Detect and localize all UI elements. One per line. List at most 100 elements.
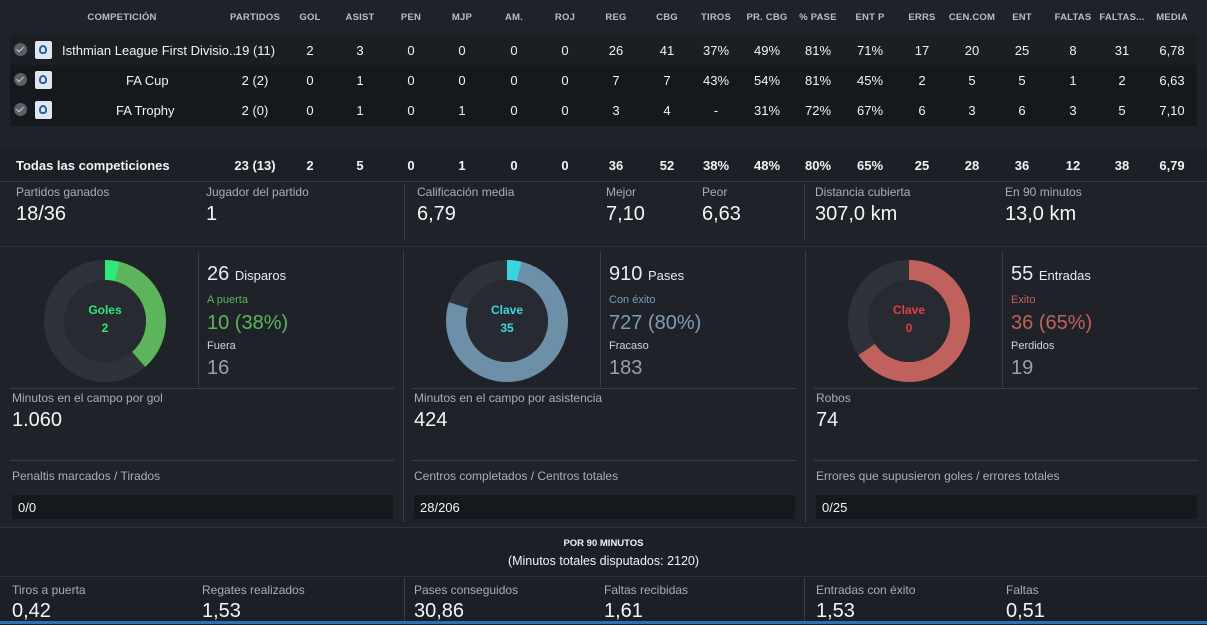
table-cell: 1 bbox=[356, 73, 364, 88]
table-row[interactable]: FA Trophy 2 (0) 0 1 0 1 0 0 3 4 - 31% 72% 67% 6 3 6 3 5 7,… bbox=[10, 95, 1197, 125]
column-header[interactable]: PARTIDOS bbox=[230, 12, 280, 23]
tackles-total-label: Entradas bbox=[1038, 268, 1091, 283]
table-cell: 0 bbox=[510, 73, 518, 88]
distance-per90-value: 13,0 km bbox=[1005, 203, 1077, 225]
table-cell: 0 bbox=[561, 43, 569, 58]
column-header[interactable]: FALTAS... bbox=[1099, 12, 1145, 23]
totals-cell: 80% bbox=[804, 158, 832, 173]
column-header[interactable]: ERRS bbox=[908, 12, 936, 23]
mins-per-assist-value: 424 bbox=[414, 409, 448, 431]
mins-per-goal-label: Minutos en el campo por gol bbox=[12, 391, 163, 405]
donut-arc bbox=[848, 260, 970, 382]
worst-value: 6,63 bbox=[702, 203, 741, 225]
totals-cell: 0 bbox=[407, 158, 415, 173]
competition-name[interactable]: FA Trophy bbox=[116, 103, 175, 118]
column-header[interactable]: MEDIA bbox=[1156, 12, 1188, 23]
donut-title: Clave bbox=[892, 303, 926, 317]
column-header[interactable]: REG bbox=[605, 12, 627, 23]
per90-stat-value: 30,86 bbox=[414, 600, 465, 622]
per90-stat-label: Pases conseguidos bbox=[414, 583, 519, 597]
matches-won-value: 18/36 bbox=[16, 203, 67, 225]
table-cell: 71% bbox=[856, 43, 884, 58]
column-header[interactable]: ENT bbox=[1012, 12, 1032, 23]
divider bbox=[1002, 252, 1003, 387]
totals-cell: 25 bbox=[914, 158, 930, 173]
table-row[interactable]: Isthmian League First Divisio... 19 (11)… bbox=[10, 35, 1197, 65]
column-header[interactable]: AM. bbox=[504, 12, 524, 23]
off-target-label: Fuera bbox=[207, 340, 236, 352]
best-label: Mejor bbox=[606, 185, 637, 199]
donut-value: 2 bbox=[101, 321, 109, 335]
off-target-value: 16 bbox=[207, 357, 230, 379]
donut-title: Goles bbox=[88, 303, 122, 317]
player-of-match-label: Jugador del partido bbox=[206, 185, 309, 199]
table-cell: 0 bbox=[306, 103, 314, 118]
per90-stat-value: 1,61 bbox=[604, 600, 643, 622]
column-header[interactable]: ASIST bbox=[345, 12, 375, 23]
table-cell: 7 bbox=[663, 73, 671, 88]
column-header[interactable]: PEN bbox=[400, 12, 422, 23]
per90-subtitle: (Minutos totales disputados: 2120) bbox=[507, 554, 700, 568]
column-header[interactable]: GOL bbox=[299, 12, 321, 23]
table-cell: 72% bbox=[804, 103, 832, 118]
table-cell: 2 (0) bbox=[241, 103, 269, 118]
totals-cell: 38% bbox=[702, 158, 730, 173]
column-header[interactable]: % PASE bbox=[799, 12, 837, 23]
column-header[interactable]: FALTAS bbox=[1054, 12, 1092, 23]
column-header[interactable]: CEN.COM bbox=[948, 12, 996, 23]
passes-ok-label: Con éxito bbox=[609, 294, 656, 306]
per90-stat-label: Entradas con éxito bbox=[816, 583, 916, 597]
shots-total-value: 26 bbox=[207, 263, 230, 285]
column-header[interactable]: CBG bbox=[656, 12, 678, 23]
table-cell: 37% bbox=[702, 43, 730, 58]
per90-stat-label: Regates realizados bbox=[202, 583, 305, 597]
table-row[interactable]: FA Cup 2 (2) 0 1 0 0 0 0 7 7 43% 54% 81% 45% 2 5 5 1 2 6,6… bbox=[10, 65, 1197, 95]
tackles-donut-chart bbox=[848, 260, 970, 382]
per90-stat-label: Faltas bbox=[1006, 583, 1039, 597]
table-cell: 0 bbox=[458, 73, 466, 88]
table-cell: 0 bbox=[561, 73, 569, 88]
penalties-label: Penaltis marcados / Tirados bbox=[12, 469, 161, 483]
column-header[interactable]: PR. CBG bbox=[746, 12, 788, 23]
table-cell: 6,78 bbox=[1159, 43, 1185, 58]
tackles-ok-label: Exito bbox=[1011, 294, 1036, 306]
table-cell: 8 bbox=[1069, 43, 1077, 58]
competition-name[interactable]: FA Cup bbox=[126, 73, 169, 88]
table-cell: 7,10 bbox=[1159, 103, 1185, 118]
totals-cell: 0 bbox=[510, 158, 518, 173]
totals-cell: 52 bbox=[659, 158, 675, 173]
table-cell: 3 bbox=[1069, 103, 1077, 118]
column-header[interactable]: MJP bbox=[451, 12, 473, 23]
distance-per90-label: En 90 minutos bbox=[1005, 185, 1082, 199]
table-cell: 54% bbox=[753, 73, 781, 88]
table-cell: 3 bbox=[968, 103, 976, 118]
per90-stat-label: Tiros a puerta bbox=[12, 583, 86, 597]
column-header[interactable]: ENT P bbox=[855, 12, 885, 23]
table-cell: 3 bbox=[612, 103, 620, 118]
donut-title: Clave bbox=[490, 303, 524, 317]
table-cell: 1 bbox=[356, 103, 364, 118]
check-icon bbox=[14, 73, 27, 86]
per90-stat-value: 1,53 bbox=[202, 600, 241, 622]
mins-per-assist-label: Minutos en el campo por asistencia bbox=[414, 391, 603, 405]
table-cell: 20 bbox=[964, 43, 980, 58]
passes-ok-value: 727 (80%) bbox=[609, 312, 702, 334]
divider bbox=[412, 388, 796, 389]
passes-fail-label: Fracaso bbox=[609, 340, 649, 352]
donut-value: 0 bbox=[905, 321, 913, 335]
tackles-total-value: 55 bbox=[1011, 263, 1034, 285]
divider bbox=[600, 252, 601, 387]
check-icon bbox=[14, 103, 27, 116]
table-cell: 5 bbox=[1118, 103, 1126, 118]
column-header[interactable]: ROJ bbox=[554, 12, 576, 23]
tackles-fail-label: Perdidos bbox=[1011, 340, 1055, 352]
table-cell: 17 bbox=[914, 43, 930, 58]
table-cell: 31% bbox=[753, 103, 781, 118]
column-header[interactable]: COMPETICIÓN bbox=[87, 12, 157, 23]
table-cell: 49% bbox=[753, 43, 781, 58]
totals-cell: 23 (13) bbox=[234, 158, 276, 173]
column-header[interactable]: TIROS bbox=[700, 12, 732, 23]
table-cell: 0 bbox=[458, 43, 466, 58]
competition-name[interactable]: Isthmian League First Divisio... bbox=[62, 43, 240, 58]
table-cell: 31 bbox=[1114, 43, 1130, 58]
